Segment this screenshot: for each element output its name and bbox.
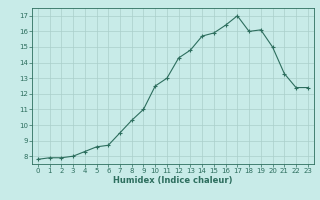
X-axis label: Humidex (Indice chaleur): Humidex (Indice chaleur) (113, 176, 233, 185)
